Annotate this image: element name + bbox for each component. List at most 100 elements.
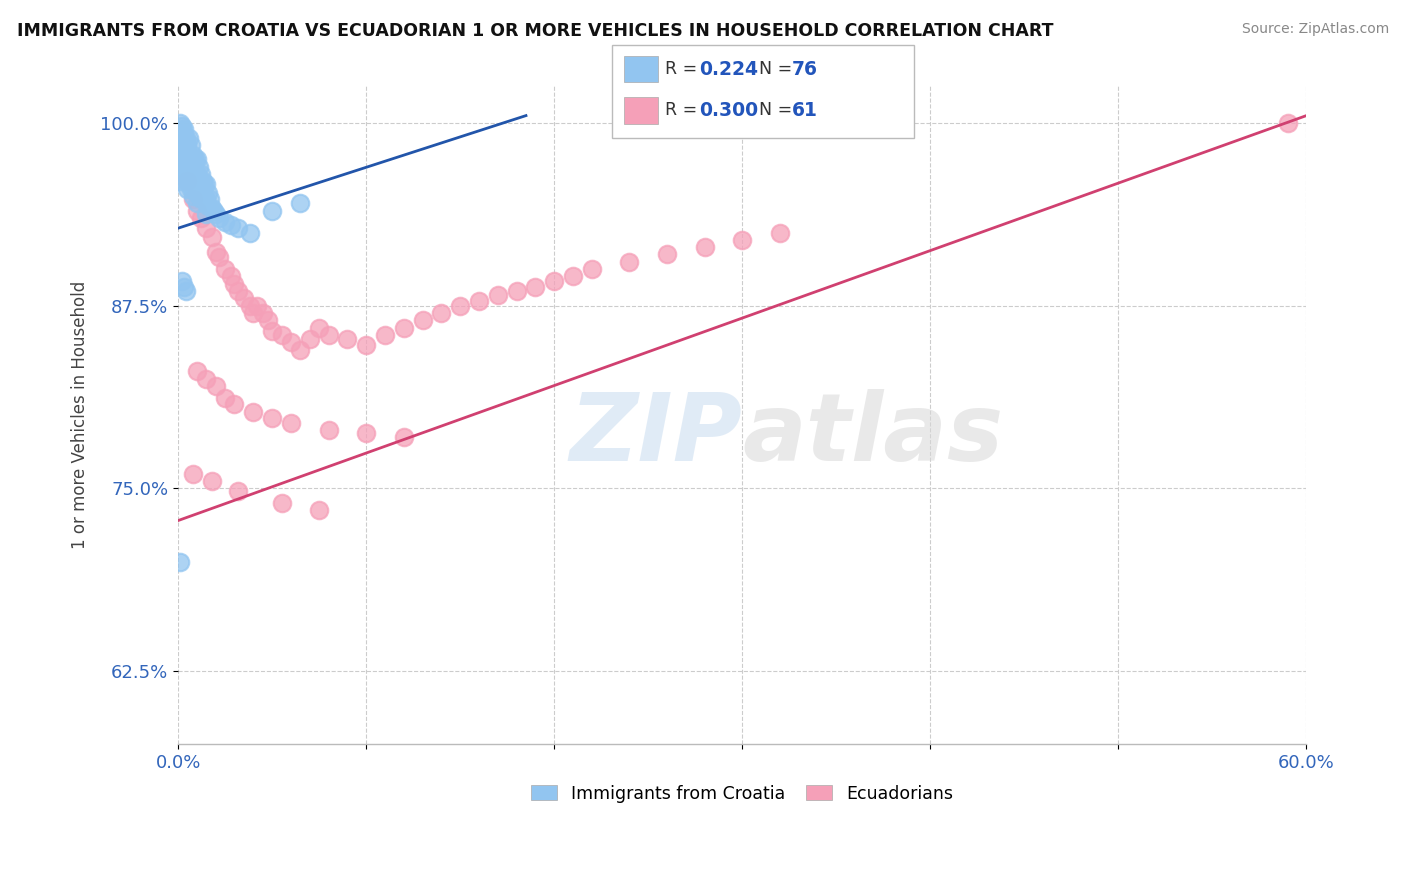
Point [169, 116, 191, 130]
Point [252, 306, 274, 320]
Point [226, 484, 249, 499]
Point [180, 167, 202, 181]
Point [226, 284, 249, 298]
Point [181, 189, 204, 203]
Point [179, 162, 201, 177]
Point [195, 372, 218, 386]
Point [238, 299, 260, 313]
Point [619, 254, 641, 268]
Point [257, 313, 280, 327]
Point [204, 379, 226, 393]
Point [169, 137, 191, 152]
Point [290, 196, 312, 211]
Point [280, 416, 302, 430]
Point [318, 327, 340, 342]
Point [174, 284, 197, 298]
Point [181, 171, 204, 186]
Point [242, 306, 264, 320]
Point [581, 262, 603, 277]
Point [392, 320, 415, 334]
Point [197, 186, 219, 200]
Point [170, 137, 193, 152]
Text: atlas: atlas [742, 389, 1004, 481]
Text: 0.224: 0.224 [699, 60, 758, 78]
Point [242, 405, 264, 419]
Point [186, 153, 208, 167]
Point [430, 306, 453, 320]
Point [190, 211, 212, 225]
Point [449, 299, 471, 313]
Point [181, 174, 204, 188]
Point [181, 148, 204, 162]
Point [173, 130, 195, 145]
Point [170, 123, 193, 137]
Point [524, 279, 547, 293]
Point [181, 160, 204, 174]
Point [195, 206, 218, 220]
Point [174, 145, 197, 160]
Point [169, 554, 191, 568]
Point [505, 284, 527, 298]
Point [195, 178, 218, 192]
Text: 61: 61 [792, 101, 817, 120]
Text: 0.300: 0.300 [699, 101, 758, 120]
Point [173, 153, 195, 167]
Point [238, 226, 260, 240]
Point [187, 174, 209, 188]
Point [187, 160, 209, 174]
Point [176, 137, 198, 152]
Point [173, 137, 195, 152]
Point [270, 496, 292, 510]
Point [308, 320, 330, 334]
Text: N =: N = [759, 102, 799, 120]
Point [176, 174, 198, 188]
Point [186, 203, 208, 218]
Point [169, 174, 191, 188]
Point [731, 233, 754, 247]
Point [181, 192, 204, 206]
Point [308, 503, 330, 517]
Point [290, 343, 312, 357]
Point [174, 137, 197, 152]
Point [486, 288, 509, 302]
Point [179, 130, 201, 145]
Point [201, 230, 224, 244]
Point [190, 167, 212, 181]
Point [201, 201, 224, 215]
Point [202, 203, 225, 218]
Text: IMMIGRANTS FROM CROATIA VS ECUADORIAN 1 OR MORE VEHICLES IN HOUSEHOLD CORRELATIO: IMMIGRANTS FROM CROATIA VS ECUADORIAN 1 … [17, 22, 1053, 40]
Point [180, 182, 202, 196]
Point [186, 182, 208, 196]
Point [176, 167, 198, 181]
Point [214, 262, 236, 277]
Point [412, 313, 434, 327]
Point [184, 153, 207, 167]
Point [354, 338, 377, 352]
Point [262, 411, 284, 425]
Point [169, 123, 191, 137]
Point [174, 174, 197, 188]
Point [179, 148, 201, 162]
Point [562, 269, 585, 284]
Point [208, 211, 231, 225]
Point [374, 327, 396, 342]
Point [176, 148, 198, 162]
Point [187, 189, 209, 203]
Point [214, 215, 236, 229]
Point [180, 137, 202, 152]
Point [336, 332, 359, 346]
Point [186, 364, 208, 378]
Point [204, 244, 226, 259]
Point [232, 291, 254, 305]
Point [176, 153, 198, 167]
Point [181, 467, 204, 481]
Point [170, 274, 193, 288]
Point [176, 182, 198, 196]
Point [184, 182, 207, 196]
Point [226, 221, 249, 235]
Point [214, 391, 236, 405]
Text: R =: R = [665, 102, 703, 120]
Point [204, 206, 226, 220]
Text: Source: ZipAtlas.com: Source: ZipAtlas.com [1241, 22, 1389, 37]
Point [219, 219, 242, 233]
